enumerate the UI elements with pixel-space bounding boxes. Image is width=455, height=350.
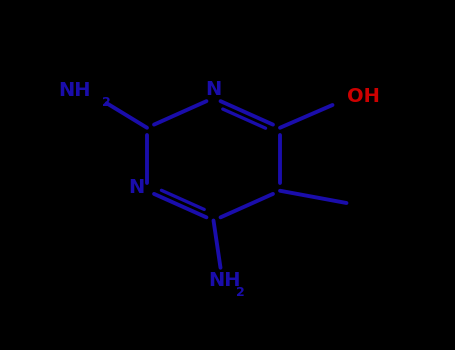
- Text: N: N: [205, 80, 222, 99]
- Text: NH: NH: [59, 82, 91, 100]
- Text: 2: 2: [102, 96, 111, 109]
- Text: N: N: [128, 178, 145, 197]
- Text: NH: NH: [208, 271, 240, 289]
- Text: 2: 2: [237, 286, 245, 299]
- Text: OH: OH: [347, 87, 379, 106]
